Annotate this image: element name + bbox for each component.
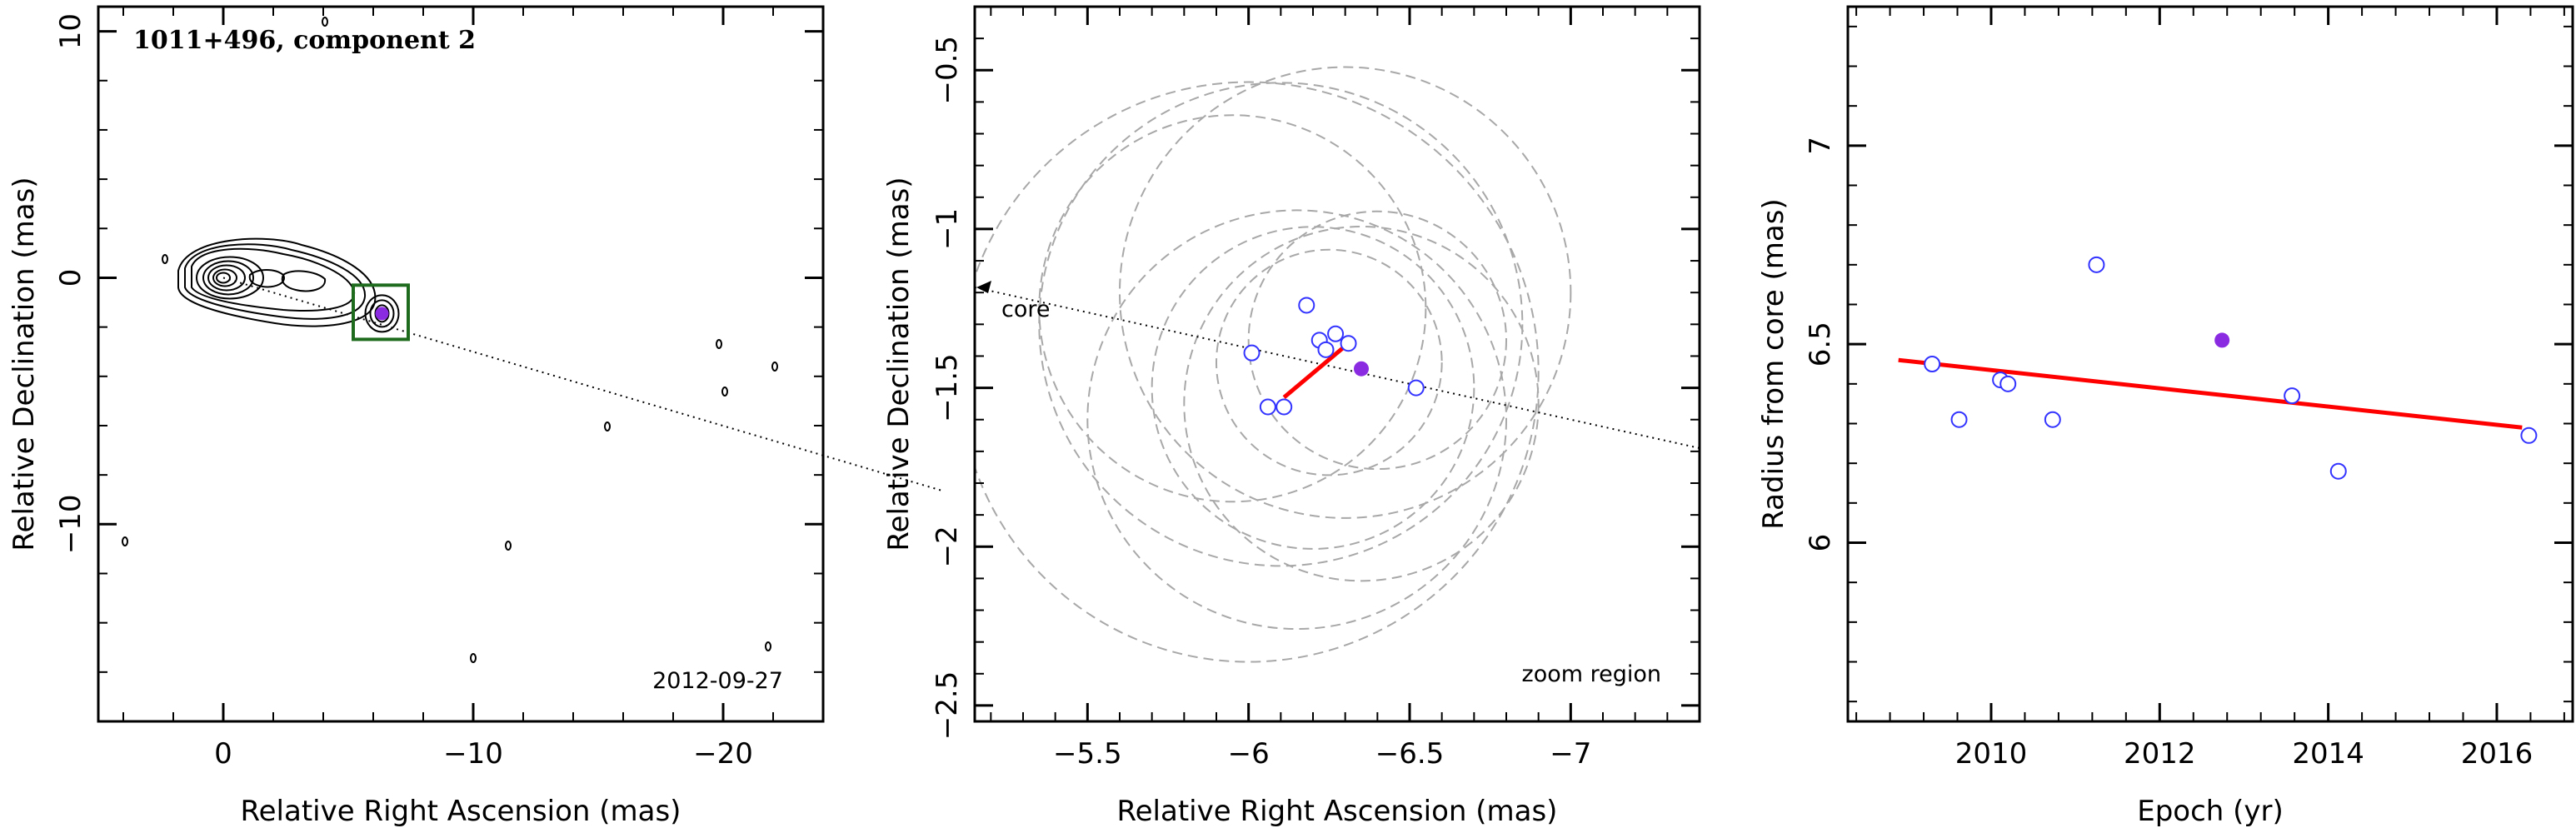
epoch-point (2520, 426, 2538, 444)
y-tick-label: 0 (54, 269, 87, 287)
p2-ylabel: Relative Declination (mas) (882, 177, 916, 551)
noise-contour (721, 387, 728, 397)
epoch-point (2088, 256, 2105, 273)
epoch-point (2284, 387, 2301, 405)
error-circle (1247, 210, 1508, 471)
y-tick-label: 10 (54, 13, 87, 49)
y-tick-label: 6 (1804, 534, 1837, 552)
epoch-point (1243, 344, 1261, 362)
component-contour (369, 299, 395, 328)
epoch-point (2329, 462, 2347, 480)
x-tick-label: −5.5 (1053, 737, 1122, 771)
x-tick-label: −20 (693, 737, 753, 771)
p2-xlabel: Relative Right Ascension (mas) (1117, 795, 1558, 828)
p2-core-label: core (1001, 297, 1050, 322)
noise-contour (604, 421, 611, 431)
highlight-point (2214, 332, 2230, 348)
p3-xlabel: Epoch (yr) (2137, 795, 2284, 828)
p2-frame (973, 5, 1701, 723)
fit-line (1898, 357, 2523, 430)
noise-contour (322, 17, 328, 27)
epoch-point (1317, 341, 1335, 358)
x-tick-label: 2014 (2292, 737, 2364, 771)
epoch-point (1950, 411, 1968, 428)
jet-direction-line (222, 277, 943, 492)
x-tick-label: 2012 (2124, 737, 2196, 771)
y-tick-label: −1.5 (931, 353, 964, 422)
component-marker (375, 307, 389, 321)
jet-contour (177, 237, 377, 327)
epoch-point (1340, 335, 1357, 352)
noise-contour (765, 641, 771, 651)
x-tick-label: −6 (1228, 737, 1270, 771)
epoch-point (1298, 297, 1315, 314)
y-tick-label: −2.5 (931, 671, 964, 741)
p1-frame (97, 5, 825, 723)
epoch-point (1999, 375, 2017, 392)
jet-contour (248, 269, 285, 288)
noise-contour (505, 541, 512, 551)
epoch-point (1259, 398, 1276, 416)
core-contour (196, 256, 264, 300)
noise-contour (716, 339, 722, 349)
p2-axis-ticks: −5.5 −6 −6.5 −7 −0.5 −1 −1.5 −2 −2.5 (931, 7, 1700, 771)
motion-vector (1282, 342, 1350, 399)
noise-contour (771, 362, 778, 372)
panel-zoom-region: −5.5 −6 −6.5 −7 −0.5 −1 −1.5 −2 −2.5 core zoom r… (882, 5, 1701, 828)
jet-contour (281, 270, 327, 292)
noise-contour (162, 254, 168, 264)
error-circle (975, 81, 1540, 663)
noise-contour (122, 536, 128, 546)
core-contour (212, 268, 237, 287)
y-tick-label: −10 (54, 494, 87, 554)
p1-xlabel: Relative Right Ascension (mas) (241, 795, 681, 828)
core-contour (207, 264, 246, 292)
highlight-point (1354, 361, 1369, 377)
component-contour (364, 294, 400, 333)
p3-ylabel: Radius from core (mas) (1757, 198, 1790, 529)
epoch-point (1924, 356, 1941, 372)
y-tick-label: −2 (931, 526, 964, 567)
error-circle (1086, 209, 1507, 631)
p2-plot-area (975, 66, 1700, 663)
noise-contour (470, 653, 477, 663)
error-circle (1183, 226, 1540, 582)
x-tick-label: −6.5 (1375, 737, 1445, 771)
epoch-point (2044, 411, 2061, 428)
x-tick-label: 0 (214, 737, 232, 771)
p1-title: 1011+496, component 2 (133, 26, 476, 55)
core-contour (202, 260, 254, 296)
epoch-point (1327, 325, 1345, 342)
p3-frame (1846, 5, 2574, 723)
error-circle (1119, 66, 1572, 519)
jet-contour (184, 243, 367, 320)
x-tick-label: 2016 (2461, 737, 2534, 771)
p1-date-annotation: 2012-09-27 (652, 668, 783, 694)
jet-direction-line (975, 287, 1700, 449)
y-tick-label: 6.5 (1804, 322, 1837, 367)
y-tick-label: −1 (931, 208, 964, 250)
y-tick-label: 7 (1804, 137, 1837, 155)
zoom-box (352, 283, 410, 342)
epoch-point (1276, 398, 1293, 416)
x-tick-label: −10 (443, 737, 503, 771)
error-circle (1038, 82, 1524, 567)
x-tick-label: −7 (1550, 737, 1591, 771)
x-tick-label: 2010 (1955, 737, 2028, 771)
p1-axis-ticks: 0 −10 −20 10 0 −10 (54, 7, 824, 771)
p3-axis-ticks: 2010 2012 2014 2016 6 6.5 7 (1804, 7, 2573, 771)
epoch-point (1407, 379, 1425, 397)
core-contour (216, 272, 231, 284)
panel-contour-map: 0 −10 −20 10 0 −10 1011+496, component 2 2012… (7, 5, 943, 828)
p1-plot-area (122, 17, 943, 663)
core-arrowhead (976, 281, 991, 293)
p1-ylabel: Relative Declination (mas) (7, 177, 41, 551)
panel-radius-epoch: 2010 2012 2014 2016 6 6.5 7 Epoch (yr) Radius … (1757, 5, 2574, 828)
error-circle (1216, 248, 1443, 476)
p2-zoom-annotation: zoom region (1522, 661, 1661, 687)
error-circle (1038, 114, 1427, 503)
p3-plot-area (1898, 256, 2538, 480)
y-tick-label: −0.5 (931, 36, 964, 105)
